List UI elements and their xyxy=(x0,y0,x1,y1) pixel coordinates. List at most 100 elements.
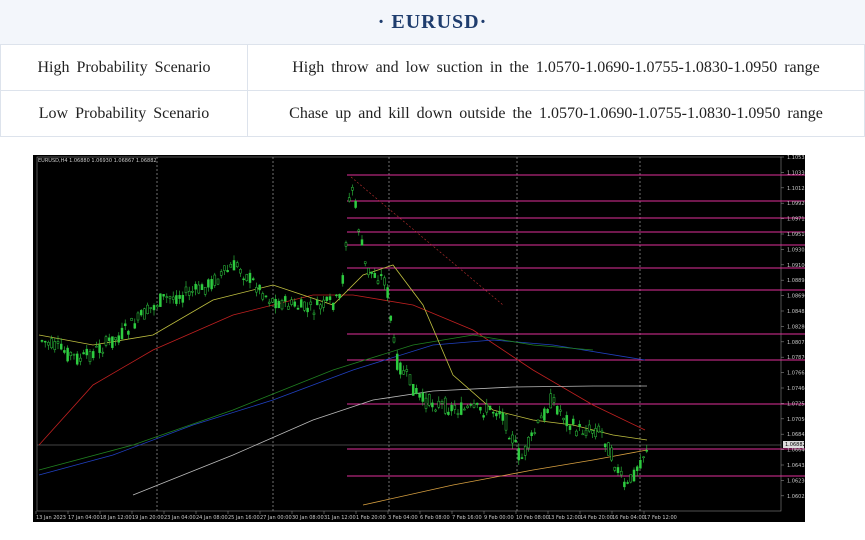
candle-body xyxy=(309,301,313,305)
candle-body xyxy=(123,323,127,327)
candle-body xyxy=(213,274,217,286)
x-tick-label: 23 Jan 04:00 xyxy=(164,515,196,521)
candle-body xyxy=(562,417,565,421)
candle-body xyxy=(130,318,133,321)
candle-body xyxy=(639,459,642,469)
candle-body xyxy=(370,271,373,274)
candle-body xyxy=(520,457,524,459)
candle-body xyxy=(565,415,569,427)
x-tick-label: 6 Feb 08:00 xyxy=(420,515,450,521)
candle-body xyxy=(277,300,281,309)
x-tick-label: 10 Feb 08:00 xyxy=(516,515,549,521)
candle-body xyxy=(389,315,393,321)
candle-body xyxy=(571,418,575,425)
candle-body xyxy=(434,409,437,412)
candle-body xyxy=(491,411,495,414)
candle-body xyxy=(514,439,517,443)
y-tick-label: 1.10125 xyxy=(787,186,805,192)
x-tick-label: 16 Feb 04:00 xyxy=(612,515,645,521)
candle-body xyxy=(223,265,226,271)
x-tick-label: 13 Feb 12:00 xyxy=(548,515,581,521)
candle-body xyxy=(79,357,82,362)
candle-body xyxy=(603,443,607,448)
y-tick-label: 1.06230 xyxy=(787,478,805,484)
price-chart: EURUSD,H4 1.06880 1.06930 1.06867 1.0688… xyxy=(33,155,805,522)
candle-body xyxy=(539,415,543,419)
candles xyxy=(40,184,649,491)
candle-body xyxy=(101,351,105,354)
candle-body xyxy=(168,296,172,299)
candle-body xyxy=(133,323,137,329)
x-tick-label: 7 Feb 16:00 xyxy=(452,515,482,521)
candle-body xyxy=(95,345,98,348)
row: Low Probability Scenario Chase up and kil… xyxy=(0,90,865,137)
candle-body xyxy=(376,280,380,284)
y-tick-label: 1.06845 xyxy=(787,432,805,438)
candle-body xyxy=(139,310,143,316)
candle-body xyxy=(523,445,527,456)
candle-body xyxy=(59,343,63,350)
candle-body xyxy=(597,425,601,433)
y-tick-label: 1.08690 xyxy=(787,294,805,300)
candle-body xyxy=(437,400,441,408)
candle-body xyxy=(258,284,261,291)
candle-body xyxy=(63,350,66,353)
candle-body xyxy=(431,402,434,408)
x-tick-label: 13 Jan 2023 xyxy=(36,515,66,521)
candle-body xyxy=(216,278,220,285)
candle-body xyxy=(91,351,95,359)
candle-body xyxy=(303,301,306,311)
candle-body xyxy=(178,295,181,299)
candle-body xyxy=(143,308,146,320)
candle-body xyxy=(181,295,185,303)
candle-body xyxy=(75,353,79,365)
cell: High Probability Scenario xyxy=(0,44,248,91)
candle-body xyxy=(127,330,130,335)
candle-body xyxy=(427,394,431,406)
trend-line xyxy=(350,176,504,306)
candle-body xyxy=(271,298,274,303)
x-tick-label: 18 Jan 12:00 xyxy=(100,515,132,521)
candle-body xyxy=(459,402,463,415)
candle-body xyxy=(578,423,581,428)
candle-body xyxy=(82,352,85,355)
x-tick-label: 17 Feb 12:00 xyxy=(644,515,677,521)
candle-body xyxy=(162,294,165,297)
candle-body xyxy=(440,400,444,404)
y-tick-label: 1.08280 xyxy=(787,324,805,330)
cell: High throw and low suction in the 1.0570… xyxy=(247,44,865,91)
candle-body xyxy=(155,305,159,308)
candle-body xyxy=(418,393,421,398)
y-tick-label: 1.07050 xyxy=(787,417,805,423)
scenario-table: High Probability Scenario High throw and … xyxy=(0,44,865,137)
candle-body xyxy=(325,296,329,301)
candle-body xyxy=(331,302,335,310)
candle-body xyxy=(402,370,405,375)
candle-body xyxy=(56,341,60,344)
candle-body xyxy=(632,469,636,482)
cell: Chase up and kill down outside the 1.057… xyxy=(247,90,865,137)
candle-body xyxy=(543,408,546,421)
current-price-box xyxy=(783,441,804,448)
candle-body xyxy=(629,474,633,483)
candle-body xyxy=(354,201,357,208)
candle-body xyxy=(152,305,156,311)
candle-body xyxy=(315,299,319,306)
candle-body xyxy=(187,290,191,296)
candle-body xyxy=(479,406,482,411)
candle-body xyxy=(447,411,450,415)
candle-body xyxy=(347,197,351,202)
y-tick-label: 1.07460 xyxy=(787,386,805,392)
candle-body xyxy=(443,397,447,414)
candle-body xyxy=(146,304,149,314)
y-tick-label: 1.08895 xyxy=(787,278,805,284)
candle-body xyxy=(235,262,239,268)
candle-body xyxy=(555,406,559,415)
candle-body xyxy=(635,466,639,471)
candle-body xyxy=(421,392,425,402)
candle-body xyxy=(495,413,498,417)
candle-body xyxy=(232,260,236,271)
candle-body xyxy=(72,353,76,356)
x-tick-label: 24 Jan 08:00 xyxy=(196,515,228,521)
